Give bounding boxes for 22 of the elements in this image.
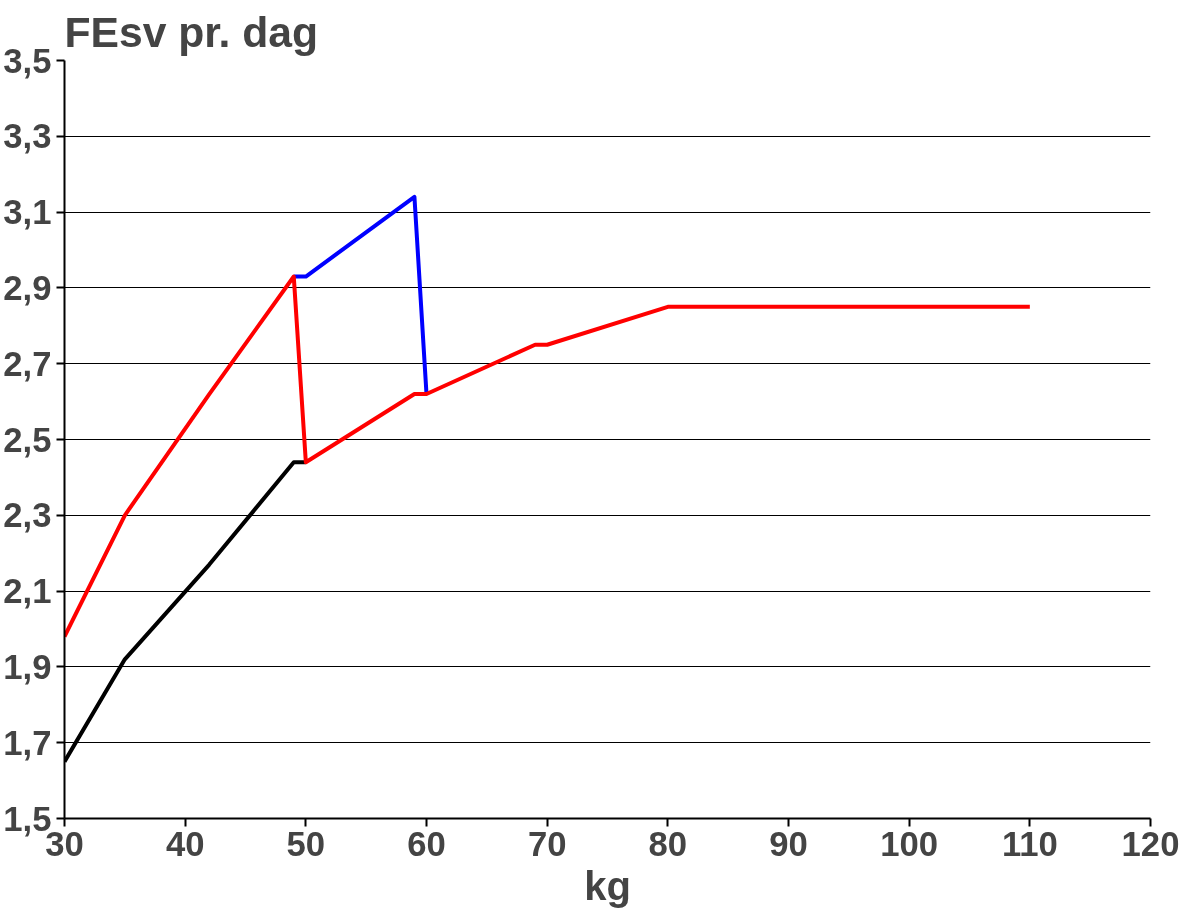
- y-tick-label: 1,9: [3, 647, 52, 686]
- x-tick-label: 90: [769, 824, 808, 863]
- y-tick-label: 3,3: [3, 117, 52, 156]
- y-tick-label: 2,1: [3, 572, 52, 611]
- y-tick-label: 3,5: [3, 41, 52, 80]
- x-tick-label: 70: [527, 824, 567, 863]
- x-tick-label: 40: [165, 824, 205, 863]
- x-tick-label: 120: [1121, 824, 1180, 863]
- x-tick-label: 60: [407, 824, 446, 863]
- y-tick-label: 2,9: [3, 268, 52, 307]
- x-tick-label: 100: [880, 824, 939, 863]
- y-tick-label: 3,1: [3, 193, 52, 232]
- x-tick-label: 110: [1001, 824, 1058, 863]
- x-axis-title: kg: [584, 863, 631, 908]
- line-series: [64, 274, 1032, 639]
- y-tick-label: 1,7: [3, 723, 52, 762]
- y-tick-label: 2,7: [3, 344, 52, 383]
- y-tick-label: 2,5: [3, 420, 52, 459]
- x-tick-label: 80: [648, 824, 688, 863]
- chart-title: FEsv pr. dag: [64, 7, 319, 56]
- y-tick-label: 2,3: [3, 496, 52, 535]
- x-tick-label: 50: [286, 824, 326, 863]
